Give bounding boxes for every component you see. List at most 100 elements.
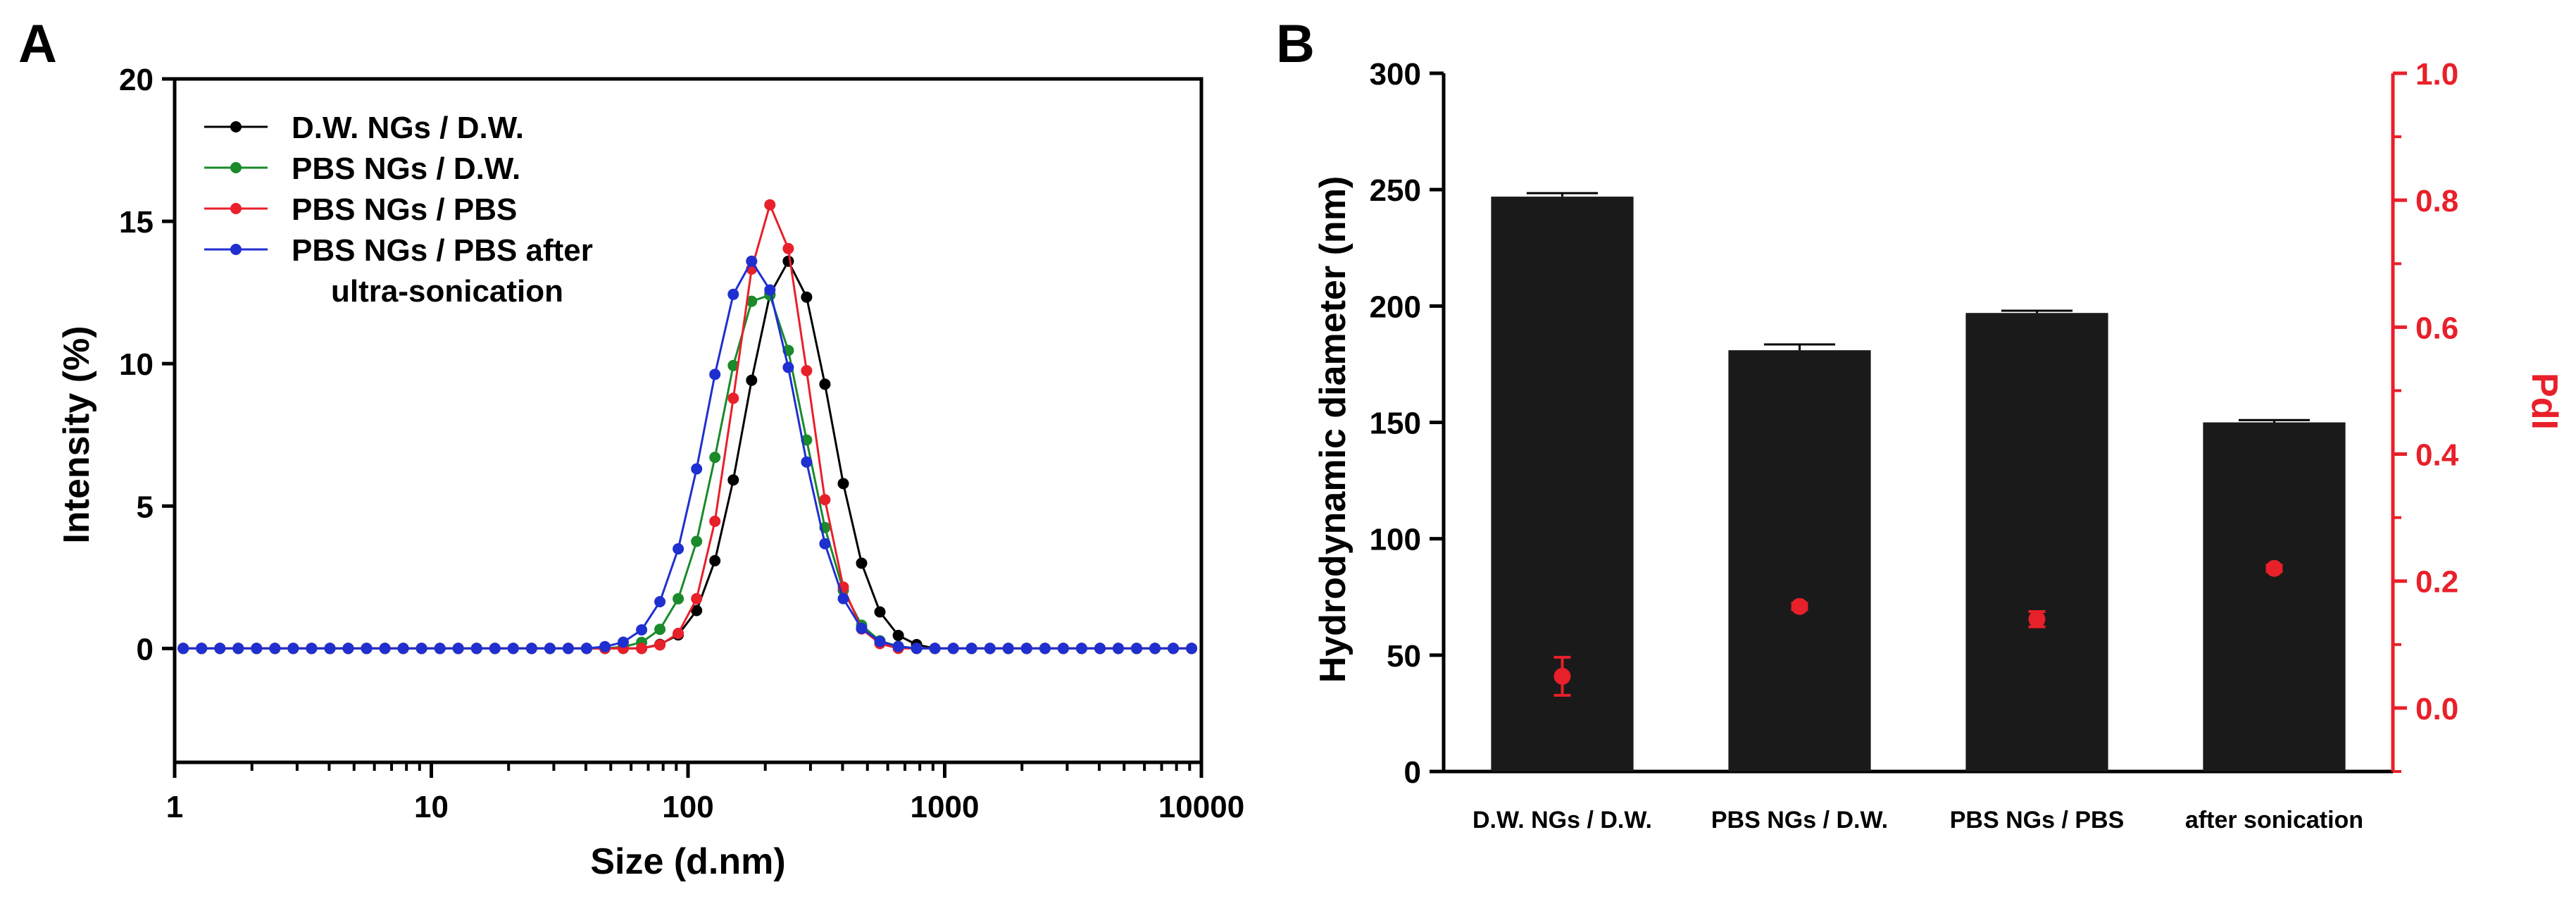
data-point [837,478,849,490]
panel-b-label: B [1276,14,1315,74]
legend-marker [230,121,242,132]
data-point [819,378,831,390]
panel-a-x-axis-title: Size (d.nm) [590,841,785,882]
data-point [599,640,611,652]
panel-b-left-axis-title: Hydrodynamic diameter (nm) [1313,176,1353,683]
data-point [214,643,226,655]
bar [2203,422,2346,771]
data-point [709,515,721,527]
data-point [965,643,977,655]
data-point [470,643,482,655]
data-point [856,622,868,634]
data-point [673,628,684,639]
data-point [947,643,959,655]
series-1 [177,255,1198,655]
panel-a-legend: D.W. NGs / D.W. PBS NGs / D.W. PBS NGs / P… [204,111,593,309]
pdi-point [1791,597,1808,615]
legend-entry-4: PBS NGs / PBS after ultra-sonication [204,233,593,309]
data-point [1149,643,1161,655]
data-point [232,643,244,655]
data-point [782,242,794,254]
panel-b-right-axis-title: PdI [2524,373,2565,430]
data-point [1020,643,1032,655]
data-point [324,643,336,655]
series-4 [177,255,1198,655]
legend-marker [230,162,242,173]
data-point [801,365,813,377]
data-point [1075,643,1087,655]
data-point [581,643,592,655]
pdi-point [2028,610,2046,628]
data-point [673,593,684,605]
left-tick-label: 100 [1370,523,1421,557]
y-tick-label: 5 [137,490,154,524]
data-point [727,392,739,404]
panel-a-label: A [18,14,57,74]
data-point [819,494,831,506]
left-tick-label: 150 [1370,407,1421,441]
panel-a-series [177,199,1198,655]
series-2 [177,289,1198,655]
data-point [654,639,666,651]
right-tick-label: 1.0 [2415,57,2458,92]
bar [1965,313,2108,771]
data-point [892,629,904,641]
data-point [1113,643,1124,655]
series-line [183,202,1192,650]
data-point [709,368,721,380]
panel-a-y-axis-title: Intensity (%) [56,326,97,543]
data-point [562,643,574,655]
data-point [177,643,189,655]
left-tick-label: 0 [1404,755,1421,790]
category-label: D.W. NGs / D.W. [1473,807,1652,833]
data-point [746,374,758,386]
legend-label: PBS NGs / PBS after [292,233,593,268]
data-point [801,291,813,303]
x-tick-label: 10000 [1158,790,1244,824]
panel-b-pdi-points [1553,559,2283,697]
data-point [654,624,666,636]
data-point [1094,643,1106,655]
data-point [727,288,739,300]
data-point [691,463,703,475]
data-point [691,535,703,547]
x-tick-label: 100 [662,790,713,824]
x-tick-label: 1 [166,790,183,824]
category-label: PBS NGs / D.W. [1711,807,1888,833]
category-label: PBS NGs / PBS [1950,807,2125,833]
legend-label: D.W. NGs / D.W. [292,111,524,145]
category-label: after sonication [2185,807,2363,833]
y-tick-label: 15 [119,205,154,240]
data-point [764,284,776,296]
right-tick-label: 0.0 [2415,692,2458,726]
data-point [673,543,684,554]
x-tick-label: 10 [414,790,449,824]
data-point [1002,643,1014,655]
series-line [183,259,1192,650]
pdi-point [2265,559,2283,577]
data-point [1039,643,1051,655]
legend-marker [230,244,242,255]
data-point [379,643,391,655]
panel-b-bar-chart: B 0 50 100 150 200 250 300 0.0 0.2 0.4 0.6 0.8 1.0 D… [1276,14,2565,833]
legend-label: PBS NGs / D.W. [292,151,520,186]
bar [1728,350,1871,772]
left-tick-label: 50 [1387,639,1421,674]
data-point [874,606,886,618]
data-point [636,624,648,636]
data-point [269,643,281,655]
y-tick-label: 10 [119,347,154,382]
data-point [837,593,849,605]
data-point [342,643,354,655]
series-line [183,259,1192,650]
legend-entry-1: D.W. NGs / D.W. [204,111,524,145]
data-point [251,643,263,655]
panel-a-y-ticks: 0 5 10 15 20 [119,63,175,667]
data-point [874,636,886,647]
data-point [507,643,519,655]
data-point [727,474,739,486]
data-point [709,452,721,464]
data-point [525,643,537,655]
data-point [856,557,868,569]
